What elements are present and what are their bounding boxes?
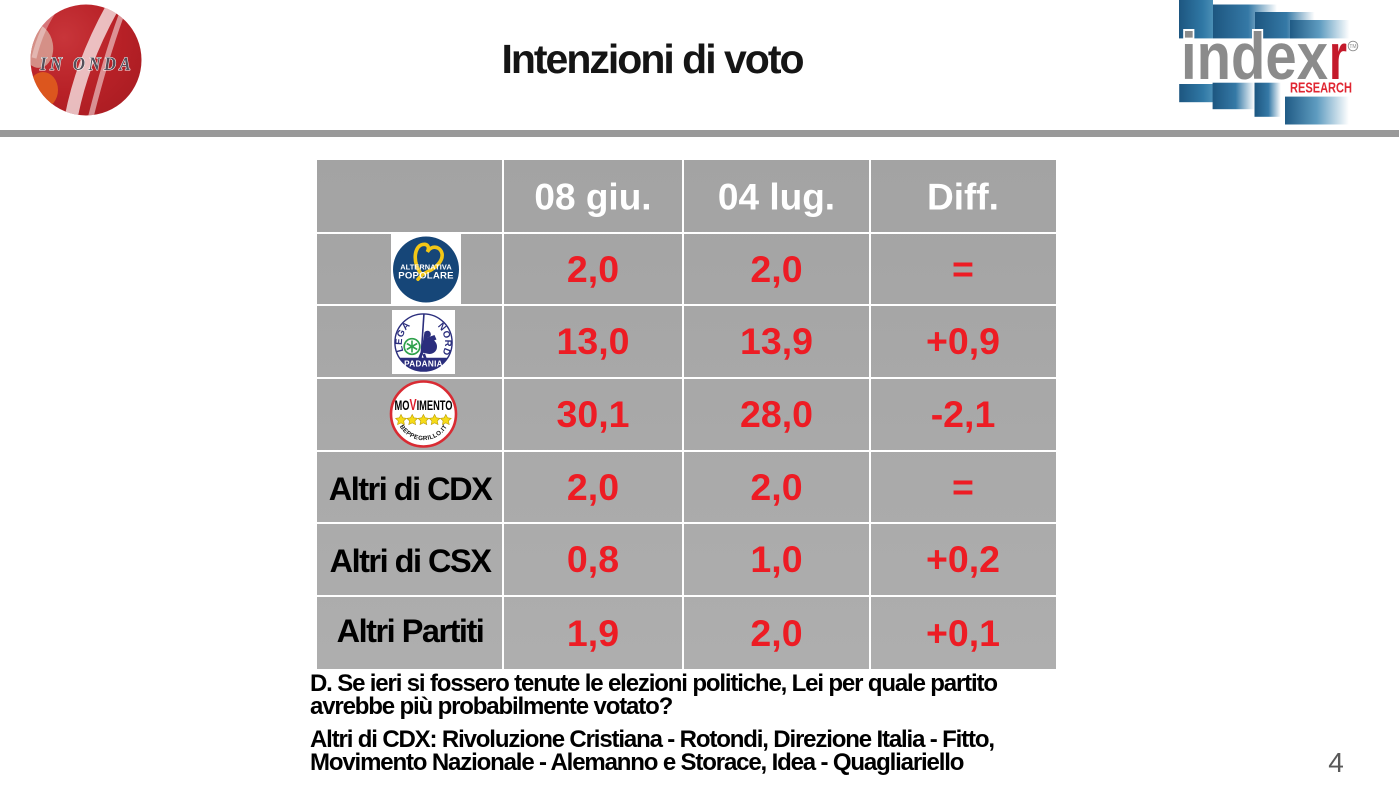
svg-text:r: r	[1329, 19, 1347, 93]
svg-text:TM: TM	[1349, 44, 1356, 50]
svg-text:RESEARCH: RESEARCH	[1290, 80, 1352, 97]
svg-text:IN ONDA: IN ONDA	[39, 54, 134, 75]
svg-text:MOVIMENTO: MOVIMENTO	[395, 397, 453, 414]
svg-text:POPOLARE: POPOLARE	[398, 271, 454, 282]
svg-text:index: index	[1181, 19, 1328, 93]
svg-text:PADANIA: PADANIA	[404, 360, 443, 369]
svg-text:ALTERNATIVA: ALTERNATIVA	[400, 263, 452, 272]
